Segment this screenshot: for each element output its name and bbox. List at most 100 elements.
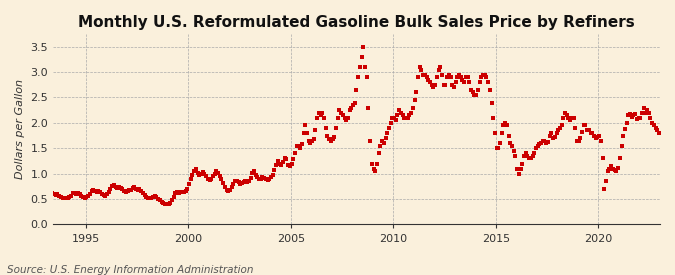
Point (105, 187, 115, 191)
Point (189, 169, 200, 173)
Point (312, 116, 323, 120)
Point (211, 169, 221, 173)
Point (88, 188, 99, 192)
Point (653, 131, 664, 135)
Point (488, 116, 499, 120)
Point (209, 172, 220, 176)
Point (418, 72, 429, 77)
Point (244, 179, 254, 183)
Point (508, 148, 519, 153)
Point (146, 195, 157, 200)
Point (295, 146, 306, 150)
Point (306, 138, 317, 143)
Point (168, 194, 179, 199)
Point (373, 151, 384, 156)
Point (267, 172, 278, 177)
Point (319, 116, 329, 120)
Point (616, 144, 627, 148)
Point (136, 189, 146, 193)
Point (269, 167, 280, 172)
Point (351, 88, 362, 92)
Point (165, 200, 176, 205)
Point (215, 174, 225, 178)
Point (276, 162, 287, 167)
Point (361, 75, 372, 79)
Point (404, 113, 415, 117)
Point (371, 161, 382, 166)
Point (124, 188, 134, 192)
Point (90, 189, 101, 194)
Point (472, 88, 483, 92)
Point (585, 131, 596, 135)
Point (440, 82, 451, 87)
Point (565, 118, 576, 123)
Point (562, 113, 572, 117)
Point (428, 85, 439, 89)
Point (647, 121, 657, 125)
Point (604, 166, 615, 171)
Point (583, 128, 594, 133)
Point (57, 195, 68, 200)
Point (225, 188, 236, 192)
Point (512, 166, 522, 171)
Point (202, 177, 213, 181)
Point (138, 191, 148, 195)
Point (430, 82, 441, 87)
Point (396, 111, 406, 115)
Point (597, 156, 608, 161)
Point (228, 182, 239, 186)
Point (302, 131, 313, 135)
Point (283, 162, 294, 167)
Point (153, 197, 163, 201)
Point (76, 193, 86, 198)
Point (580, 123, 591, 128)
Point (274, 161, 285, 166)
Point (72, 191, 83, 196)
Point (100, 193, 111, 198)
Point (495, 141, 506, 145)
Point (238, 180, 249, 185)
Point (573, 138, 584, 143)
Point (614, 156, 625, 161)
Point (652, 128, 663, 133)
Point (591, 136, 601, 140)
Point (394, 108, 404, 112)
Point (149, 193, 160, 198)
Point (62, 195, 73, 200)
Point (489, 131, 500, 135)
Point (469, 93, 480, 97)
Point (230, 179, 240, 183)
Point (177, 190, 188, 195)
Point (71, 192, 82, 196)
Point (526, 156, 537, 161)
Point (449, 85, 460, 89)
Point (412, 75, 423, 79)
Point (167, 198, 178, 202)
Point (456, 75, 466, 79)
Point (219, 185, 230, 189)
Point (313, 111, 324, 115)
Point (457, 78, 468, 82)
Point (578, 123, 589, 128)
Point (148, 194, 159, 199)
Point (348, 103, 358, 107)
Point (369, 166, 379, 171)
Point (556, 123, 567, 128)
Point (308, 137, 319, 141)
Point (144, 196, 155, 200)
Point (346, 105, 357, 110)
Point (196, 172, 207, 176)
Point (481, 75, 492, 79)
Point (518, 154, 529, 158)
Point (327, 137, 338, 141)
Point (367, 161, 377, 166)
Point (292, 144, 302, 148)
Point (414, 65, 425, 69)
Point (200, 174, 211, 178)
Point (120, 190, 131, 195)
Point (560, 111, 570, 115)
Point (409, 98, 420, 102)
Point (344, 108, 355, 112)
Point (247, 170, 258, 175)
Point (610, 167, 620, 172)
